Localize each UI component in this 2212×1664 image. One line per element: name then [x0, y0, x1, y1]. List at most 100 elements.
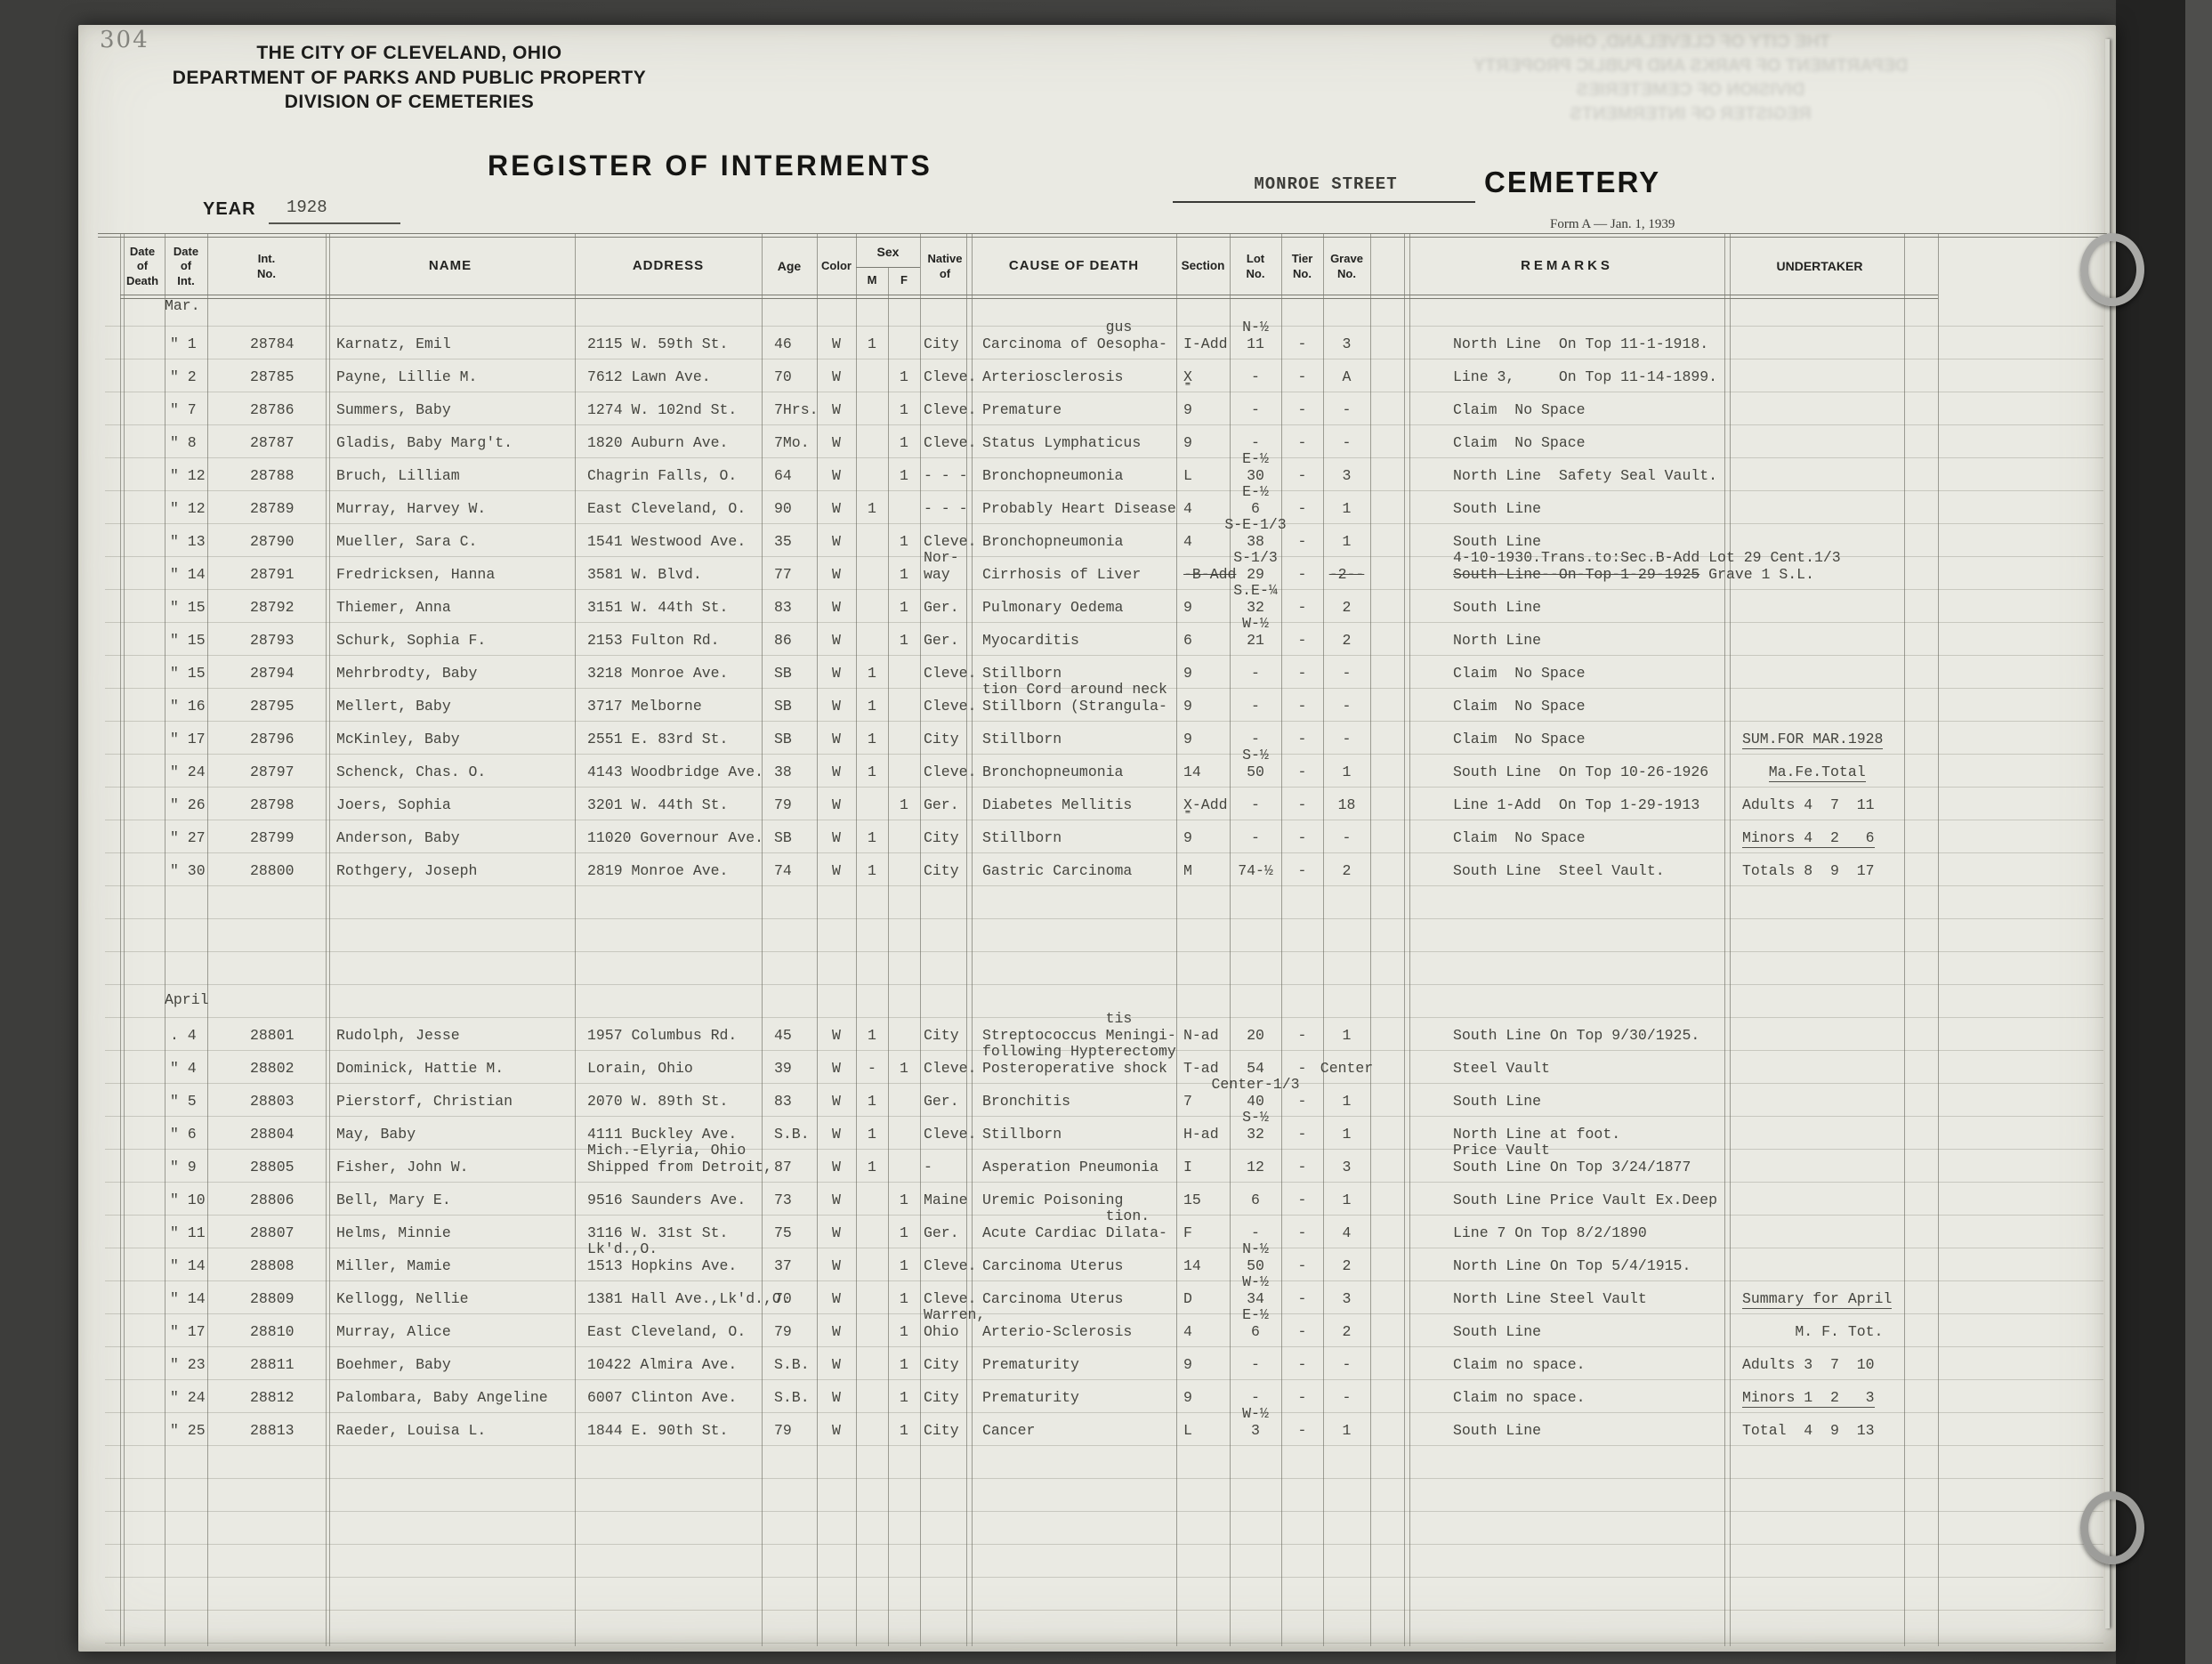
cell-m: 1: [868, 861, 876, 879]
cell-tier: -: [1297, 1256, 1307, 1274]
cell-no: 28788: [250, 466, 295, 484]
cell-cause: Bronchopneumonia: [982, 763, 1124, 780]
cell-lot: -: [1251, 664, 1260, 682]
cell-name: Boehmer, Baby: [336, 1355, 451, 1373]
cell-color: W: [832, 433, 841, 451]
form-note: Form A — Jan. 1, 1939: [1550, 217, 1675, 231]
cell-grave: -: [1342, 664, 1352, 682]
grid-line-vertical: [888, 268, 889, 1646]
cell-native: Cleve.: [924, 697, 977, 715]
cell-no: 28810: [250, 1322, 295, 1340]
cell-grave: 2: [1342, 1322, 1352, 1340]
cell-color: W: [832, 565, 841, 583]
cell-addr: East Cleveland, O.: [587, 1322, 747, 1340]
cell-age: SB: [774, 697, 792, 715]
cell-age: 83: [774, 1092, 792, 1110]
cell-addr: Lk'd.,O. 1513 Hopkins Ave.: [587, 1240, 738, 1274]
cell-native: City: [924, 730, 959, 747]
grid-line-vertical: [856, 233, 857, 1646]
cell-und: Totals 8 9 17: [1742, 861, 1875, 879]
grid-line-horizontal: [105, 918, 2103, 919]
cell-color: W: [832, 1224, 841, 1241]
grid-line-horizontal: [105, 326, 2103, 327]
cell-grave: 1: [1342, 1092, 1352, 1110]
cell-doi: " 30: [170, 861, 206, 879]
cell-tier: -: [1297, 598, 1307, 616]
cell-f: 1: [900, 565, 908, 583]
cell-remarks: Claim No Space: [1453, 400, 1586, 418]
cell-age: S.B.: [774, 1125, 810, 1143]
cell-tier: -: [1297, 433, 1307, 451]
cell-cause: tis Streptococcus Meningi-: [982, 1010, 1176, 1044]
cell-lot: -: [1251, 796, 1260, 813]
cell-age: 77: [774, 565, 792, 583]
cell-lot: -: [1251, 368, 1260, 385]
cell-remarks: South Line: [1453, 1092, 1542, 1110]
grid-line-vertical: [1409, 233, 1410, 1646]
cell-f: 1: [900, 1355, 908, 1373]
cell-color: W: [832, 1026, 841, 1044]
grid-line-horizontal: [105, 556, 2103, 557]
cell-age: SB: [774, 828, 792, 846]
cell-cause: Premature: [982, 400, 1062, 418]
cell-doi: " 14: [170, 1289, 206, 1307]
cell-tier: -: [1297, 631, 1307, 649]
cell-color: W: [832, 861, 841, 879]
cell-m: 1: [868, 697, 876, 715]
cell-f: 1: [900, 1224, 908, 1241]
cell-no: 28805: [250, 1158, 295, 1175]
month-label: April: [165, 990, 209, 1008]
cell-doi: " 15: [170, 631, 206, 649]
cell-m: 1: [868, 1158, 876, 1175]
cell-no: 28791: [250, 565, 295, 583]
cell-grave: 1: [1342, 499, 1352, 517]
cell-color: W: [832, 1158, 841, 1175]
cell-age: 73: [774, 1191, 792, 1208]
cell-no: 28789: [250, 499, 295, 517]
cell-tier: -: [1297, 1092, 1307, 1110]
cell-lot: S.E-¼ 32: [1233, 582, 1278, 616]
cell-remarks: North Line Steel Vault: [1453, 1289, 1647, 1307]
grid-line-vertical: [207, 233, 208, 1646]
cell-doi: " 17: [170, 1322, 206, 1340]
cell-age: 39: [774, 1059, 792, 1077]
cell-no: 28800: [250, 861, 295, 879]
cell-remarks: Claim no space.: [1453, 1388, 1586, 1406]
agency-line-3: DIVISION OF CEMETERIES: [284, 92, 535, 112]
cell-section: 14: [1183, 1256, 1201, 1274]
cell-no: 28798: [250, 796, 295, 813]
cell-lot: -: [1251, 1224, 1260, 1241]
grid-line-horizontal: [105, 984, 2103, 985]
cell-section: F: [1183, 1224, 1192, 1241]
cell-remarks: South Line Price Vault Ex.Deep: [1453, 1191, 1718, 1208]
cell-lot: E-½ 6: [1242, 483, 1269, 517]
cell-section: 9: [1183, 1388, 1192, 1406]
cell-native: Cleve.: [924, 532, 977, 550]
cell-remarks: Claim No Space: [1453, 730, 1586, 747]
cell-age: 74: [774, 861, 792, 879]
cell-section: 9: [1183, 433, 1192, 451]
cell-name: Pierstorf, Christian: [336, 1092, 513, 1110]
cell-remarks: North Line On Top 11-1-1918.: [1453, 335, 1709, 352]
col-header-color: Color: [821, 259, 852, 273]
cell-cause: Bronchopneumonia: [982, 532, 1124, 550]
cell-addr: 3151 W. 44th St.: [587, 598, 729, 616]
cell-remarks: South Line: [1453, 499, 1542, 517]
grid-line-horizontal: [105, 424, 2103, 425]
cell-tier: -: [1297, 1355, 1307, 1373]
cell-cause: Uremic Poisoning: [982, 1191, 1124, 1208]
cell-tier: -: [1297, 796, 1307, 813]
grid-line-horizontal: [105, 589, 2103, 590]
cell-grave: 3: [1342, 1158, 1352, 1175]
document-title: REGISTER OF INTERMENTS: [488, 149, 932, 182]
cell-no: 28813: [250, 1421, 295, 1439]
cell-no: 28802: [250, 1059, 295, 1077]
cell-m: -: [868, 1059, 876, 1077]
cell-section: 4: [1183, 532, 1192, 550]
cell-age: 79: [774, 796, 792, 813]
cell-age: 37: [774, 1256, 792, 1274]
grid-line-vertical: [817, 233, 818, 1646]
cell-addr: 4111 Buckley Ave.: [587, 1125, 738, 1143]
grid-line-vertical: [124, 233, 125, 1646]
cell-name: Dominick, Hattie M.: [336, 1059, 505, 1077]
